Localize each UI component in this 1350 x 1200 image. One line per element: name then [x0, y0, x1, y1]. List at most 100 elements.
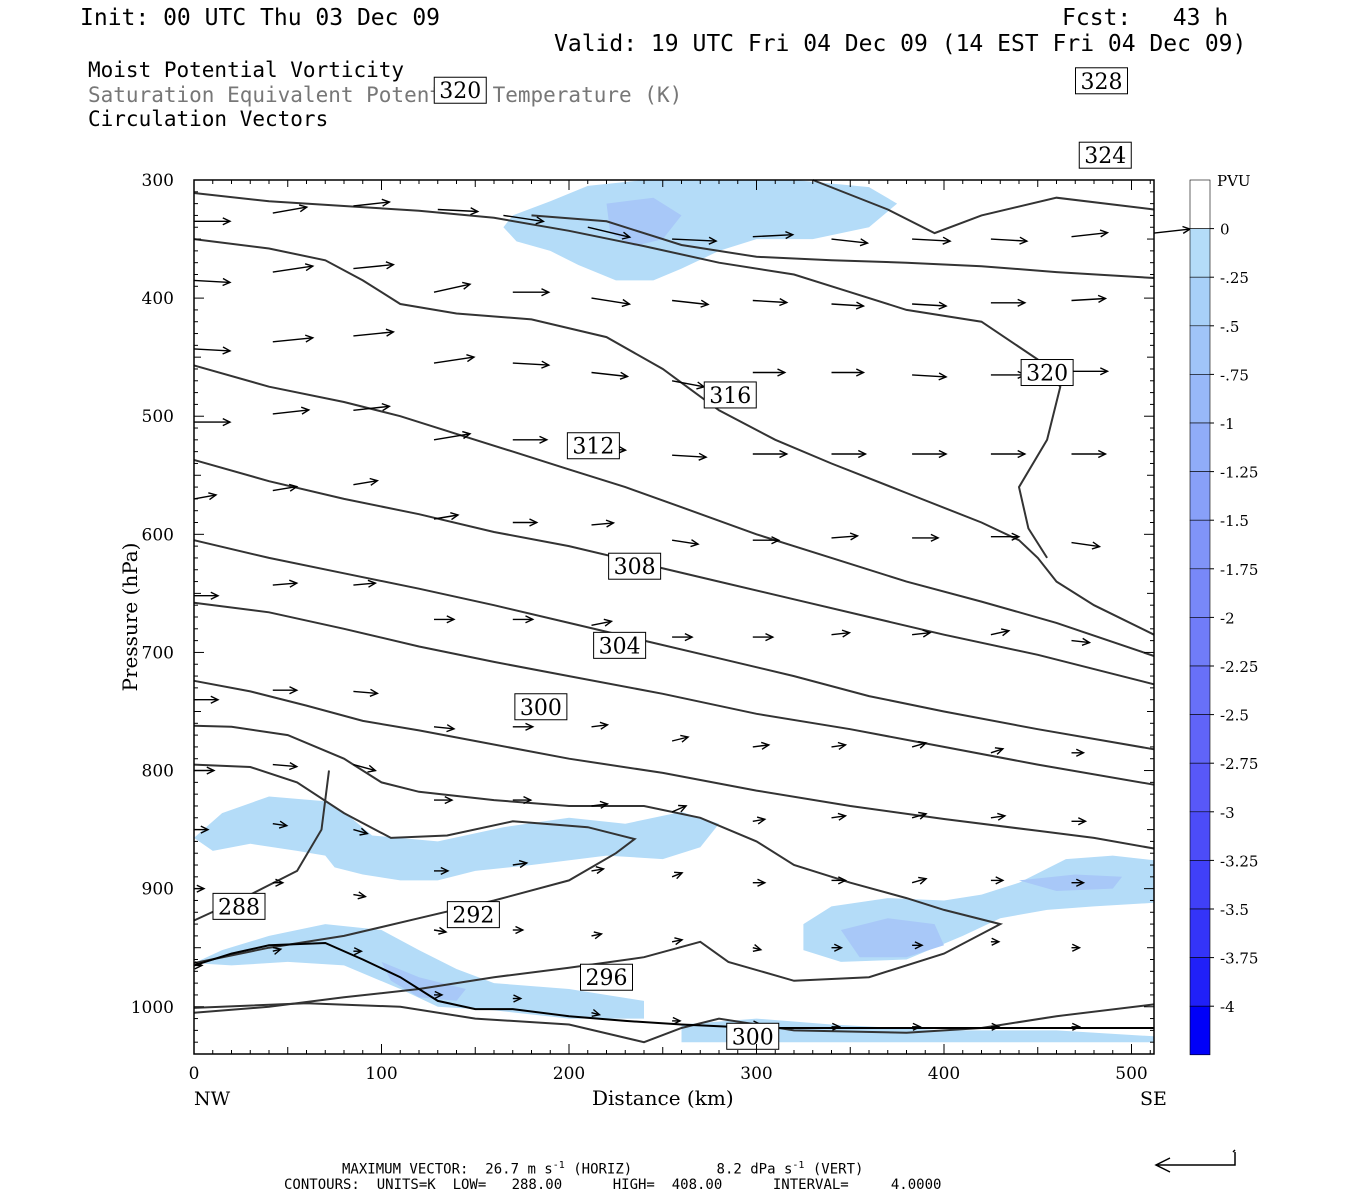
vector-head	[523, 795, 533, 805]
circulation-vector	[912, 301, 948, 310]
vector-head	[833, 943, 844, 952]
circulation-vector	[990, 532, 1021, 541]
vector-head	[1017, 449, 1027, 459]
vector-shaft	[990, 630, 1010, 636]
circulation-vector	[1071, 748, 1086, 757]
circulation-vector	[194, 961, 204, 970]
circulation-vector	[193, 277, 232, 287]
vector-head	[752, 944, 763, 952]
forecast-hour-label: Fcst: 43 h	[1062, 5, 1229, 31]
circulation-vector	[591, 519, 616, 528]
vector-shaft	[353, 690, 378, 695]
circulation-vector	[434, 615, 456, 624]
vector-head	[278, 820, 289, 829]
vector-shaft	[591, 371, 628, 378]
vector-shaft	[503, 214, 544, 223]
circulation-vector	[353, 198, 392, 207]
circulation-vector	[591, 297, 632, 308]
colorbar-label: -3.5	[1220, 901, 1249, 919]
circulation-vector	[434, 866, 450, 876]
vector-head	[698, 452, 708, 461]
circulation-vector	[752, 944, 763, 952]
vector-shaft	[433, 929, 447, 933]
circulation-vector	[353, 402, 391, 412]
vector-head	[1099, 229, 1110, 238]
vector-shaft	[353, 263, 394, 270]
contour-label: 288	[218, 895, 260, 920]
x-tick-label: 200	[553, 1064, 585, 1084]
vector-head	[541, 360, 551, 369]
contour-label: 324	[1084, 144, 1126, 169]
vector-head	[674, 871, 684, 880]
circulation-vector	[831, 449, 868, 459]
circulation-vector	[831, 629, 852, 638]
circulation-vector	[433, 926, 448, 935]
title-line-1: Moist Potential Vorticity	[88, 58, 405, 82]
vector-shaft	[433, 726, 455, 730]
vector-head	[678, 804, 688, 813]
vector-head	[525, 722, 535, 731]
circulation-vector	[990, 876, 1005, 885]
circulation-vector	[591, 721, 610, 730]
colorbar-swatch	[1189, 714, 1211, 764]
circulation-vector	[752, 878, 767, 887]
circulation-vector	[193, 346, 232, 355]
vector-head	[700, 299, 710, 308]
circulation-vector	[272, 263, 315, 273]
vector-shaft	[433, 433, 471, 441]
vector-head	[206, 766, 216, 775]
circulation-vector	[752, 368, 787, 377]
theta-contour-316	[193, 364, 1155, 657]
circulation-vector	[672, 452, 708, 461]
vector-head	[222, 277, 232, 287]
theta-contour-320	[193, 238, 1155, 636]
vector-head	[912, 1022, 922, 1031]
vector-head	[831, 1022, 842, 1031]
circulation-vector	[272, 204, 309, 214]
pv-shaded-region	[381, 961, 466, 1001]
circulation-vector	[911, 876, 928, 885]
vector-head	[914, 941, 924, 950]
vector-shaft	[1153, 228, 1191, 234]
vector-head	[539, 435, 549, 444]
vector-shaft	[353, 405, 390, 411]
vector-head	[621, 298, 632, 308]
plot-frame	[193, 179, 1155, 1055]
vector-head	[515, 925, 525, 935]
vector-head	[222, 346, 232, 355]
vector-head	[855, 301, 866, 310]
vector-shaft	[353, 828, 368, 835]
vector-head	[304, 263, 315, 272]
vector-head	[849, 532, 860, 541]
circulation-vector	[433, 354, 476, 364]
vector-shaft	[671, 939, 683, 943]
vector-shaft	[1071, 541, 1100, 548]
circulation-vector	[1153, 225, 1192, 234]
circulation-vector	[831, 532, 860, 541]
circulation-vector	[1071, 817, 1088, 826]
vector-head	[272, 946, 283, 955]
vector-head	[518, 859, 529, 869]
vector-shaft	[272, 337, 313, 343]
circulation-vector	[512, 518, 539, 527]
vector-shaft	[512, 862, 527, 866]
vector-head	[708, 236, 718, 245]
circulation-vector	[194, 591, 220, 600]
colorbar-swatch	[1189, 1005, 1211, 1056]
vector-shaft	[990, 238, 1027, 242]
circulation-vector	[831, 741, 848, 750]
pv-shaded-region	[503, 180, 898, 281]
vector-head	[1017, 298, 1027, 307]
circulation-vector	[912, 629, 932, 638]
x-tick-label: 0	[189, 1064, 200, 1084]
vector-head	[690, 539, 700, 548]
circulation-vector	[272, 406, 311, 415]
max-vector-line: MAXIMUM VECTOR: 26.7 m s-1 (HORIZ) 8.2 d…	[342, 1158, 863, 1178]
vector-head	[210, 591, 220, 600]
vector-head	[1099, 367, 1110, 376]
vector-shaft	[272, 409, 309, 415]
circulation-vector	[512, 795, 533, 805]
circulation-vector	[433, 281, 472, 293]
circulation-vector	[353, 261, 395, 270]
